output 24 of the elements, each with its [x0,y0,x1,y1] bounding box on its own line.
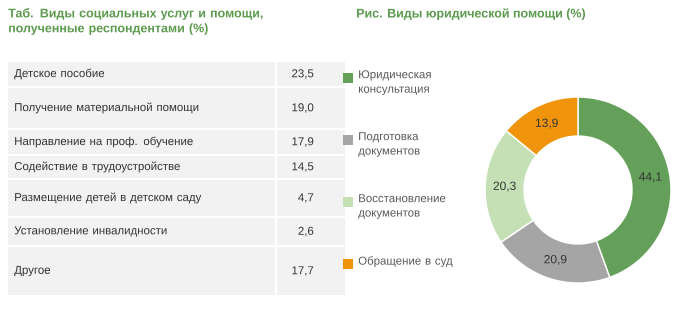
data-label: 17,7 [292,266,314,276]
category-label: Получение материальной помощи [15,102,198,114]
data-label: 14,5 [292,162,314,172]
chart-title: Рис. Виды юридической помощи (%) [357,8,586,20]
data-label: 23,5 [292,69,314,79]
data-label: 44,1 [639,172,662,182]
data-label: 2,6 [298,226,314,236]
text: Таб. Виды социальных услуг и помощи, полученные респондентами (%) [8,8,263,35]
category-label: Установление инвалидности [14,226,167,237]
category-label: Содействие в трудоустройстве [14,162,180,172]
legend-label: Обращение в суд [358,256,452,267]
data-label: 4,7 [298,193,314,203]
legend-label: Подготовка документов [358,132,420,157]
data-label: 13,9 [536,118,558,128]
data-label: 20,3 [494,182,516,192]
data-label: 19,0 [292,103,314,113]
legend-label: Восстановление документов [358,194,446,219]
category-label: Размещение детей в детском саду [15,192,202,204]
data-label: 20,9 [544,254,566,265]
category-label: Детское пособие [14,68,104,80]
category-label: Направление на проф. обучение [15,136,193,148]
legend-label: Юридическая консультация [358,70,431,96]
data-label: 17,9 [292,137,314,147]
category-label: Другое [14,266,50,276]
